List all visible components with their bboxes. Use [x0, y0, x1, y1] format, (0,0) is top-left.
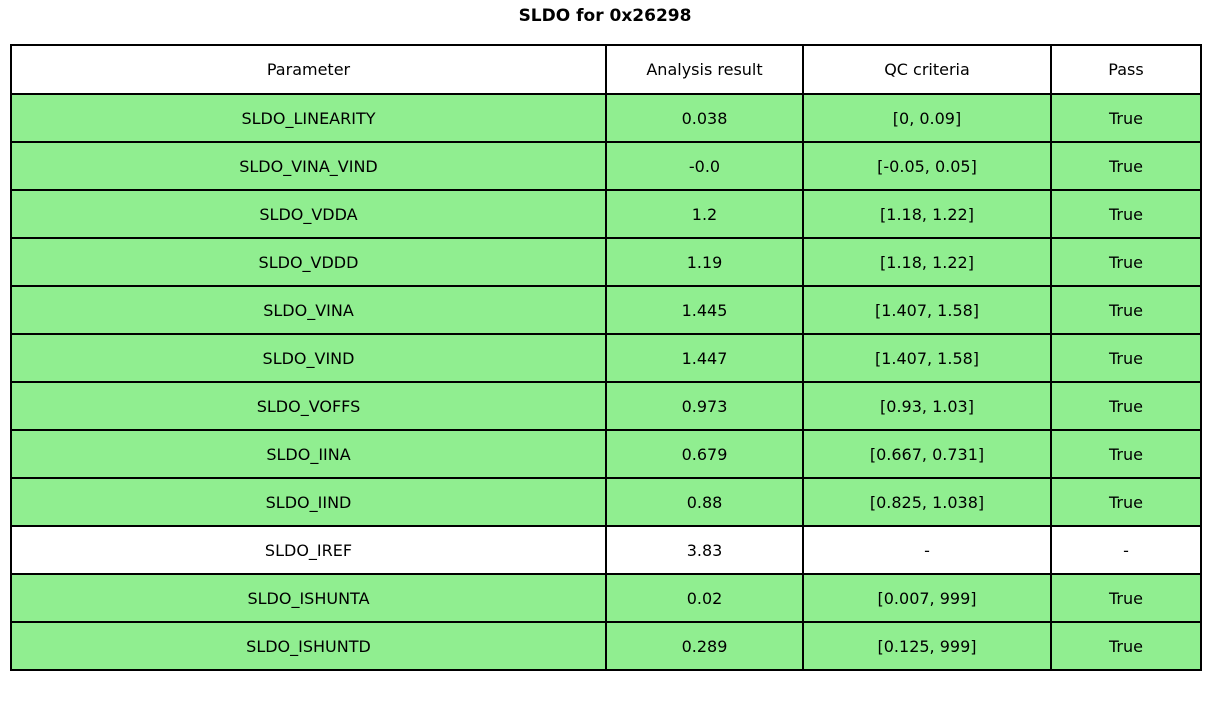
analysis-result-cell: 0.289: [605, 621, 804, 671]
header-row: Parameter Analysis result QC criteria Pa…: [10, 44, 1202, 95]
analysis-result-cell: 3.83: [605, 525, 804, 575]
analysis-result-cell: 0.679: [605, 429, 804, 479]
qc-criteria-cell: [1.18, 1.22]: [802, 237, 1052, 287]
table-row: SLDO_VOFFS 0.973 [0.93, 1.03] True: [10, 381, 1202, 431]
parameter-cell: SLDO_VDDA: [10, 189, 607, 239]
table-row: SLDO_VIND 1.447 [1.407, 1.58] True: [10, 333, 1202, 383]
qc-criteria-cell: [0.93, 1.03]: [802, 381, 1052, 431]
table-row: SLDO_IINA 0.679 [0.667, 0.731] True: [10, 429, 1202, 479]
pass-cell: True: [1050, 573, 1202, 623]
analysis-result-cell: 1.445: [605, 285, 804, 335]
table-row: SLDO_IREF 3.83 - -: [10, 525, 1202, 575]
parameter-cell: SLDO_IINA: [10, 429, 607, 479]
table-row: SLDO_IIND 0.88 [0.825, 1.038] True: [10, 477, 1202, 527]
analysis-result-cell: 1.2: [605, 189, 804, 239]
parameter-cell: SLDO_VINA: [10, 285, 607, 335]
analysis-result-cell: 0.02: [605, 573, 804, 623]
table-row: SLDO_ISHUNTD 0.289 [0.125, 999] True: [10, 621, 1202, 671]
analysis-result-cell: -0.0: [605, 141, 804, 191]
table-body: SLDO_LINEARITY 0.038 [0, 0.09] True SLDO…: [10, 93, 1202, 671]
qc-criteria-cell: [0.825, 1.038]: [802, 477, 1052, 527]
qc-criteria-cell: [0.007, 999]: [802, 573, 1052, 623]
analysis-result-cell: 0.038: [605, 93, 804, 143]
analysis-result-cell: 0.973: [605, 381, 804, 431]
parameter-cell: SLDO_VINA_VIND: [10, 141, 607, 191]
pass-cell: True: [1050, 237, 1202, 287]
table-row: SLDO_VINA 1.445 [1.407, 1.58] True: [10, 285, 1202, 335]
qc-criteria-cell: [1.407, 1.58]: [802, 333, 1052, 383]
analysis-result-cell: 0.88: [605, 477, 804, 527]
pass-cell: True: [1050, 477, 1202, 527]
qc-criteria-cell: [1.18, 1.22]: [802, 189, 1052, 239]
column-header-pass: Pass: [1050, 44, 1202, 95]
pass-cell: True: [1050, 189, 1202, 239]
parameter-cell: SLDO_ISHUNTD: [10, 621, 607, 671]
qc-criteria-cell: [0, 0.09]: [802, 93, 1052, 143]
pass-cell: True: [1050, 429, 1202, 479]
qc-criteria-cell: [0.125, 999]: [802, 621, 1052, 671]
pass-cell: True: [1050, 381, 1202, 431]
analysis-result-cell: 1.19: [605, 237, 804, 287]
analysis-result-cell: 1.447: [605, 333, 804, 383]
pass-cell: True: [1050, 621, 1202, 671]
parameter-cell: SLDO_VOFFS: [10, 381, 607, 431]
column-header-analysis-result: Analysis result: [605, 44, 804, 95]
pass-cell: True: [1050, 285, 1202, 335]
parameter-cell: SLDO_IREF: [10, 525, 607, 575]
parameter-cell: SLDO_ISHUNTA: [10, 573, 607, 623]
parameter-cell: SLDO_IIND: [10, 477, 607, 527]
parameter-cell: SLDO_VIND: [10, 333, 607, 383]
table-row: SLDO_VDDA 1.2 [1.18, 1.22] True: [10, 189, 1202, 239]
table-row: SLDO_LINEARITY 0.038 [0, 0.09] True: [10, 93, 1202, 143]
parameter-cell: SLDO_LINEARITY: [10, 93, 607, 143]
qc-criteria-cell: [0.667, 0.731]: [802, 429, 1052, 479]
column-header-parameter: Parameter: [10, 44, 607, 95]
parameter-cell: SLDO_VDDD: [10, 237, 607, 287]
pass-cell: True: [1050, 93, 1202, 143]
column-header-qc-criteria: QC criteria: [802, 44, 1052, 95]
sldo-qc-results-table: Parameter Analysis result QC criteria Pa…: [10, 44, 1202, 671]
pass-cell: True: [1050, 333, 1202, 383]
qc-criteria-cell: [-0.05, 0.05]: [802, 141, 1052, 191]
table-row: SLDO_VDDD 1.19 [1.18, 1.22] True: [10, 237, 1202, 287]
table-row: SLDO_VINA_VIND -0.0 [-0.05, 0.05] True: [10, 141, 1202, 191]
qc-criteria-cell: [1.407, 1.58]: [802, 285, 1052, 335]
page-title: SLDO for 0x26298: [518, 6, 692, 26]
pass-cell: -: [1050, 525, 1202, 575]
pass-cell: True: [1050, 141, 1202, 191]
qc-criteria-cell: -: [802, 525, 1052, 575]
table-row: SLDO_ISHUNTA 0.02 [0.007, 999] True: [10, 573, 1202, 623]
